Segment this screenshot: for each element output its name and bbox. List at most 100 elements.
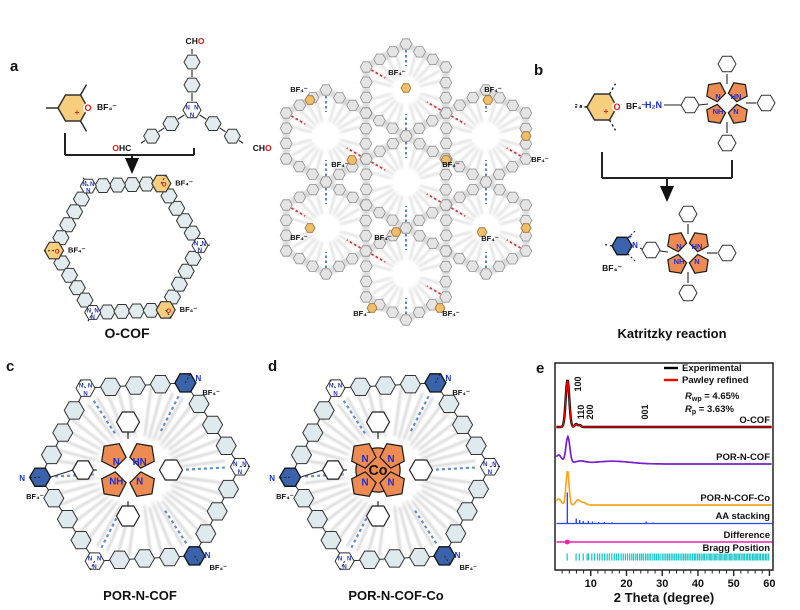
panel-d-letter: d (268, 358, 278, 375)
xrd-trace-por-n-cof-co (555, 471, 772, 506)
framework-pore (279, 176, 373, 280)
bf4-counterion-label: BF₄⁻ (97, 102, 117, 112)
framework-pore (439, 176, 533, 280)
svg-text:N: N (492, 462, 496, 468)
bf4-counterion-label: BF₄⁻ (484, 85, 502, 94)
pyrylium-junction (520, 223, 532, 233)
svg-text:N: N (446, 374, 452, 383)
framework-pore (279, 84, 373, 188)
triazine-unit: NNN (75, 379, 96, 397)
legend-experimental: Experimental (682, 363, 742, 374)
x-axis-tick-label: 10 (585, 578, 597, 590)
plus-charge-label: + (604, 107, 609, 116)
panel-e-letter: e (536, 360, 545, 377)
bf4-counterion-label: BF₄⁻ (290, 233, 308, 242)
svg-text:N: N (194, 106, 198, 112)
x-axis-title: 2 Theta (degree) (614, 590, 714, 605)
triazine-unit: NNN (325, 379, 346, 397)
framework-pore (359, 222, 453, 326)
svg-text:N: N (347, 556, 351, 562)
por-n-cof-co-caption: POR-N-COF-Co (348, 588, 444, 603)
svg-text:N: N (715, 92, 720, 101)
bf4-counterion-label: BF₄⁻ (175, 179, 193, 188)
bf4-counterion-label: BF₄⁻ (626, 101, 646, 111)
triazine-unit: NNN (84, 552, 105, 570)
svg-text:N: N (90, 182, 94, 188)
framework-pore (359, 130, 453, 234)
panel-a-cof-framework-model: BF₄⁻ BF₄⁻ BF₄⁻ BF₄⁻ BF₄⁻ BF₄⁻ BF₄⁻ BF₄⁻ BF₄⁻ BF₄⁻… (279, 38, 549, 326)
trace-label: Bragg Position (702, 543, 770, 554)
svg-text:N: N (455, 551, 461, 560)
svg-text:N: N (269, 474, 275, 483)
xrd-trace-bragg-position (566, 553, 770, 561)
svg-text:HN: HN (731, 92, 742, 101)
bf4-counterion-label: BF₄⁻ (388, 68, 406, 77)
x-axis-tick-label: 60 (763, 578, 775, 590)
svg-text:N: N (361, 478, 368, 489)
svg-text:N: N (233, 462, 237, 468)
pyrylium-junction (440, 155, 452, 165)
reaction-arrow (601, 152, 733, 202)
svg-text:OHC: OHC (112, 143, 131, 153)
trialdehyde-linker-structure: NNN CHO OHC CHO (112, 36, 272, 153)
svg-text:NH: NH (713, 107, 724, 116)
panel-a-letter: a (10, 58, 19, 75)
pyrylium-junction (390, 227, 402, 237)
svg-text:N: N (483, 462, 487, 468)
svg-text:N: N (694, 257, 699, 266)
o-cof-caption: O-COF (104, 325, 150, 341)
svg-text:N: N (19, 474, 25, 483)
svg-text:N: N (387, 454, 394, 465)
svg-text:N: N (238, 470, 242, 476)
svg-text:N: N (91, 315, 95, 321)
legend-pawley-refined: Pawley refined (682, 375, 749, 386)
bf4-counterion-label: BF₄⁻ (331, 160, 349, 169)
svg-text:N: N (342, 564, 346, 570)
panel-c-letter: c (6, 358, 15, 375)
bf4-counterion-label: BF₄⁻ (442, 160, 460, 169)
svg-text:N: N (82, 182, 86, 188)
svg-text:O: O (162, 183, 167, 189)
svg-text:O: O (55, 250, 60, 256)
svg-text:N: N (202, 241, 206, 247)
cobalt-center-label: Co (368, 463, 387, 479)
svg-text:N: N (83, 391, 87, 397)
svg-text:N: N (205, 551, 211, 560)
bf4-counterion-label: BF₄⁻ (276, 492, 294, 501)
triazine-unit: NNN (182, 101, 202, 119)
svg-text:CHO: CHO (186, 36, 205, 46)
svg-text:N: N (136, 476, 143, 487)
rwp-value: Rwp = 4.65% (685, 391, 740, 403)
svg-text:N: N (632, 241, 638, 250)
bf4-counterion-label: BF₄⁻ (452, 388, 470, 397)
katritzky-caption: Katritzky reaction (617, 326, 727, 341)
miller-index-label: 100 (573, 376, 583, 391)
svg-text:N: N (387, 478, 394, 489)
pyrylium-cation-structure: O + BF₄⁻ (46, 84, 117, 132)
pyrylium-junction (304, 223, 316, 233)
svg-text:N: N (198, 248, 202, 254)
framework-pore (359, 38, 453, 142)
svg-text:N: N (329, 384, 333, 390)
reaction-arrow (64, 133, 195, 174)
xrd-trace-difference (556, 539, 773, 545)
aldehyde-label: CHO (186, 36, 205, 46)
miller-index-label: 110 (576, 405, 586, 420)
svg-text:N: N (488, 470, 492, 476)
x-axis-tick-label: 20 (620, 578, 632, 590)
pyrylium-junction (482, 95, 494, 105)
x-axis-tick-label: 40 (692, 578, 704, 590)
bf4-counterion-label: BF₄⁻ (290, 85, 308, 94)
bf4-counterion-label: BF₄⁻ (442, 309, 460, 318)
oxygen-atom-label: O (84, 103, 91, 113)
oxygen-atom-label: O (613, 102, 620, 112)
pyrylium-junction (304, 95, 316, 105)
